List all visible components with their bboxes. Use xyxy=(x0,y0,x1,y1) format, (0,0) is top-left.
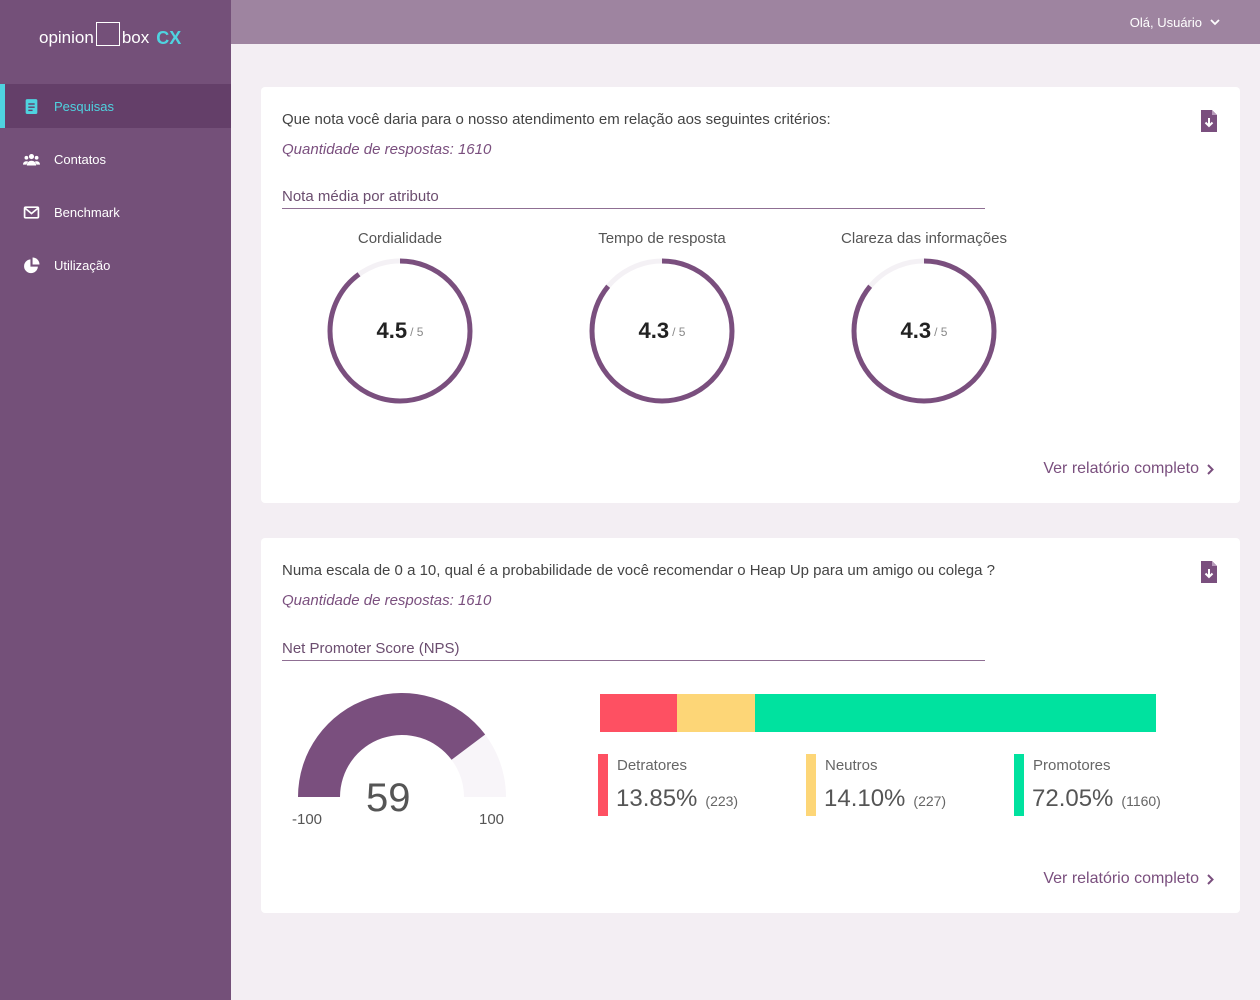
users-icon xyxy=(22,150,40,168)
user-greeting: Olá, Usuário xyxy=(1129,15,1202,30)
logo-word-box: box xyxy=(121,28,150,47)
document-icon xyxy=(22,97,40,115)
sidebar-item-utilizacao[interactable]: Utilização xyxy=(0,243,231,287)
sidebar-item-benchmark[interactable]: Benchmark xyxy=(0,190,231,234)
attribute-label: Clareza das informações xyxy=(841,230,1007,247)
score-donut: 4.3/ 5 xyxy=(849,256,999,406)
score-max: / 5 xyxy=(934,325,948,339)
section-title: Net Promoter Score (NPS) xyxy=(282,640,985,661)
question-title: Numa escala de 0 a 10, qual é a probabil… xyxy=(282,562,995,579)
sidebar-item-pesquisas[interactable]: Pesquisas xyxy=(0,84,231,128)
sidebar-item-contatos[interactable]: Contatos xyxy=(0,137,231,181)
download-icon[interactable] xyxy=(1200,109,1218,133)
full-report-link[interactable]: Ver relatório completo xyxy=(1043,870,1214,888)
legend-label: Neutros xyxy=(825,757,878,774)
legend-count: (223) xyxy=(705,793,739,809)
attribute-clareza-das-informacoes: Clareza das informações 4.3/ 5 xyxy=(824,230,1024,406)
chevron-right-icon xyxy=(1207,873,1214,885)
score-value: 4.3 xyxy=(900,318,932,343)
gauge-min-label: -100 xyxy=(292,811,323,828)
score-max: / 5 xyxy=(672,325,686,339)
neutrals-segment xyxy=(677,694,756,732)
section-title: Nota média por atributo xyxy=(282,188,985,209)
full-report-link[interactable]: Ver relatório completo xyxy=(1043,460,1214,478)
sidebar-item-label: Contatos xyxy=(54,151,107,167)
promoters-segment xyxy=(755,694,1156,732)
user-menu[interactable]: Olá, Usuário xyxy=(1130,15,1220,30)
legend-percent: 72.05% xyxy=(1032,785,1114,812)
legend-percent: 14.10% xyxy=(824,785,906,812)
score-value: 4.5 xyxy=(376,318,408,343)
download-icon[interactable] xyxy=(1200,560,1218,584)
nps-score: 59 xyxy=(366,776,411,820)
legend-label: Detratores xyxy=(617,757,688,774)
top-bar: Olá, Usuário xyxy=(231,0,1260,44)
score-donut: 4.5/ 5 xyxy=(325,256,475,406)
legend-color-bar xyxy=(598,754,608,816)
full-report-label: Ver relatório completo xyxy=(1043,870,1199,887)
nps-card: Numa escala de 0 a 10, qual é a probabil… xyxy=(261,538,1240,913)
gauge-max-label: 100 xyxy=(479,811,505,828)
legend-color-bar xyxy=(1014,754,1024,816)
sidebar-item-label: Pesquisas xyxy=(54,98,114,114)
mail-icon xyxy=(22,203,40,221)
pie-chart-icon xyxy=(22,256,40,274)
attribute-cordialidade: Cordialidade 4.5/ 5 xyxy=(300,230,500,406)
response-count: Quantidade de respostas: 1610 xyxy=(282,592,492,609)
legend-color-bar xyxy=(806,754,816,816)
attribute-tempo-de-resposta: Tempo de resposta 4.3/ 5 xyxy=(562,230,762,406)
score-max: / 5 xyxy=(410,325,424,339)
detractors-segment xyxy=(600,694,677,732)
score-value: 4.3 xyxy=(638,318,670,343)
legend-count: (227) xyxy=(913,793,947,809)
sidebar-nav: Pesquisas Contatos Benchmark Utilização xyxy=(0,84,231,296)
chevron-down-icon xyxy=(1210,19,1220,26)
response-count: Quantidade de respostas: 1610 xyxy=(282,141,492,158)
nps-gauge-fill xyxy=(298,693,486,797)
full-report-label: Ver relatório completo xyxy=(1043,460,1199,477)
sidebar-item-label: Utilização xyxy=(54,257,111,273)
logo-word-opinion: opinion xyxy=(39,28,94,47)
sidebar-item-label: Benchmark xyxy=(54,204,120,220)
attributes-card: Que nota você daria para o nosso atendim… xyxy=(261,87,1240,503)
legend-count: (1160) xyxy=(1121,793,1161,809)
sidebar: opinion box CX Pesquisas Contatos Benchm… xyxy=(0,0,231,1000)
legend-percent: 13.85% xyxy=(616,785,698,812)
attribute-label: Cordialidade xyxy=(357,230,443,247)
nps-distribution-bar xyxy=(600,694,1156,732)
score-donut: 4.3/ 5 xyxy=(587,256,737,406)
logo-box-icon xyxy=(95,22,120,46)
attribute-label: Tempo de resposta xyxy=(598,230,726,247)
chevron-right-icon xyxy=(1207,463,1214,475)
logo-suffix: CX xyxy=(156,28,182,48)
question-title: Que nota você daria para o nosso atendim… xyxy=(282,111,831,128)
legend-label: Promotores xyxy=(1033,757,1111,774)
nps-gauge xyxy=(298,693,506,797)
logo[interactable]: opinion box CX xyxy=(39,16,181,52)
